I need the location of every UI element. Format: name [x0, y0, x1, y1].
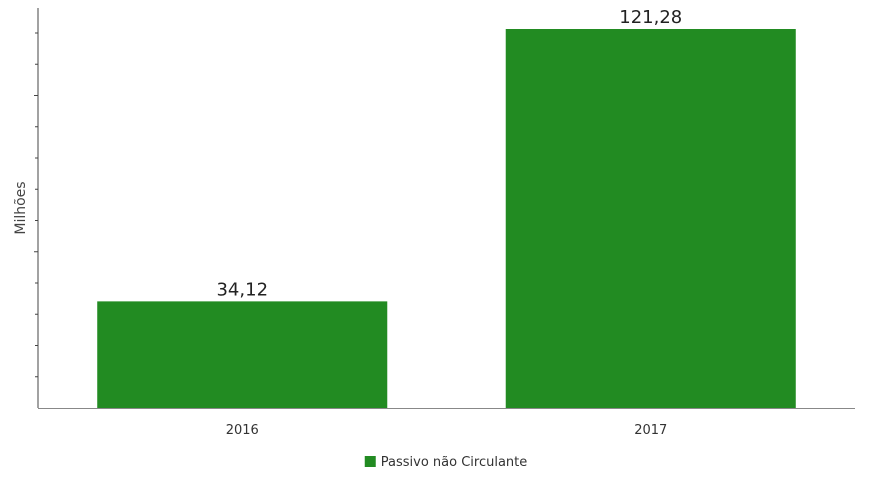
y-axis	[34, 8, 38, 408]
bar-2016	[97, 301, 387, 408]
legend: Passivo não Circulante	[365, 455, 528, 470]
bar-2017	[506, 29, 796, 408]
legend-label: Passivo não Circulante	[381, 455, 528, 470]
legend-swatch	[365, 456, 376, 467]
x-tick-label-2017: 2017	[634, 423, 667, 438]
x-tick-label-2016: 2016	[226, 423, 259, 438]
data-label-2016: 34,12	[216, 279, 268, 300]
data-label-2017: 121,28	[619, 7, 682, 28]
y-axis-label: Milhões	[13, 181, 29, 234]
